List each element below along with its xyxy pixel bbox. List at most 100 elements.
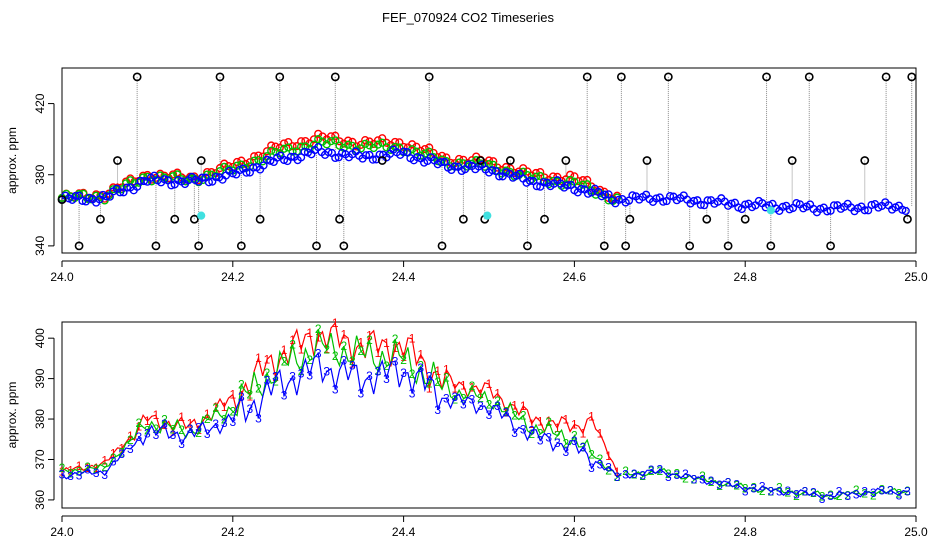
series-marker-1: 1: [563, 413, 570, 427]
scatter-point-black: [561, 156, 571, 165]
series-marker-3: 3: [59, 468, 66, 482]
series-marker-2: 2: [503, 405, 510, 419]
series-marker-3: 3: [417, 361, 424, 375]
scatter-point-green: [309, 140, 319, 149]
series-marker-2: 2: [682, 471, 689, 485]
series-marker-1: 1: [110, 446, 117, 460]
scatter-point-green: [578, 180, 588, 189]
series-marker-2: 2: [597, 452, 604, 466]
scatter-point-green: [412, 147, 421, 156]
scatter-point-blue: [331, 153, 340, 163]
series-marker-1: 1: [580, 426, 587, 440]
scatter-point-red: [331, 131, 340, 140]
scatter-point-blue: [160, 175, 169, 184]
series-marker-1: 1: [605, 449, 612, 463]
scatter-point-red: [297, 137, 306, 146]
scatter-point-blue: [829, 201, 839, 210]
scatter-point-blue: [823, 207, 832, 216]
series-marker-2: 2: [358, 344, 365, 358]
series-marker-2: 2: [853, 483, 860, 497]
scatter-point-red: [224, 161, 233, 171]
series-marker-1: 1: [170, 424, 177, 438]
series-marker-3: 3: [255, 411, 262, 425]
scatter-point-blue: [741, 200, 750, 209]
series-marker-2: 2: [443, 370, 450, 384]
y-tick-label: 380: [33, 409, 47, 429]
series-marker-2: 2: [511, 408, 518, 422]
series-marker-3: 3: [93, 466, 100, 480]
series-marker-2: 2: [469, 379, 476, 393]
series-marker-2: 2: [264, 366, 271, 380]
scatter-point-green: [100, 196, 109, 205]
scatter-point-black: [236, 241, 246, 251]
series-marker-3: 3: [571, 434, 578, 448]
series-marker-3: 3: [247, 402, 254, 416]
scatter-point-blue: [525, 176, 535, 185]
series-marker-3: 3: [785, 484, 792, 498]
scatter-point-blue: [652, 194, 661, 203]
series-marker-3: 3: [537, 433, 544, 447]
series-marker-2: 2: [281, 355, 288, 369]
scatter-point-black: [621, 241, 631, 251]
series-marker-3: 3: [340, 353, 347, 367]
series-marker-2: 2: [204, 412, 211, 426]
series-marker-2: 2: [605, 464, 612, 478]
figure-title: FEF_070924 CO2 Timeseries: [382, 10, 554, 25]
y-axis-label: approx. ppm: [5, 382, 19, 449]
scatter-point-black: [762, 72, 771, 82]
series-marker-3: 3: [665, 470, 672, 484]
scatter-point-blue: [167, 181, 176, 190]
series-marker-3: 3: [289, 370, 296, 384]
series-marker-2: 2: [878, 483, 885, 497]
series-marker-1: 1: [571, 418, 578, 432]
series-marker-2: 2: [136, 416, 143, 430]
series-marker-1: 1: [76, 459, 83, 473]
bottom-panel: 24.0 24.2 24.4 24.6 24.8 25.0 360 370 380 390 400 a…: [5, 316, 928, 539]
series-marker-3: 3: [520, 423, 527, 437]
series-marker-2: 2: [221, 412, 228, 426]
scatter-point-black: [275, 72, 285, 82]
series-marker-3: 3: [545, 430, 552, 444]
scatter-point-red: [284, 137, 293, 147]
series-marker-2: 2: [827, 488, 834, 502]
scatter-point-red: [309, 135, 319, 144]
series-marker-1: 1: [511, 398, 518, 412]
series-marker-2: 2: [289, 338, 296, 352]
series-marker-2: 2: [494, 394, 501, 408]
scatter-point-green: [331, 136, 340, 145]
scatter-point-blue: [577, 184, 586, 194]
scatter-point-red: [408, 140, 417, 149]
series-marker-3: 3: [827, 489, 834, 503]
scatter-point-red: [288, 142, 297, 151]
series-marker-2: 2: [101, 460, 108, 474]
scatter-point-red: [254, 151, 263, 160]
series-marker-3: 3: [836, 485, 843, 499]
y-tick-label: 370: [33, 449, 47, 469]
scatter-point-red: [390, 137, 400, 147]
scatter-point-blue: [860, 206, 869, 215]
series-marker-3: 3: [434, 403, 441, 417]
series-marker-2: 2: [392, 332, 399, 346]
series-marker-1: 1: [520, 399, 527, 413]
scatter-point-black: [663, 72, 673, 82]
series-marker-3: 3: [870, 486, 877, 500]
scatter-point-black: [702, 214, 712, 224]
scatter-point-green: [288, 147, 297, 156]
scatter-point-blue: [601, 190, 610, 199]
scatter-point-blue: [727, 199, 736, 208]
series-marker-3: 3: [221, 416, 228, 430]
scatter-point-green: [365, 141, 374, 150]
series-marker-2: 2: [144, 423, 151, 437]
scatter-point-red: [267, 141, 276, 150]
scatter-point-black: [523, 241, 532, 251]
series-marker-3: 3: [691, 472, 698, 486]
series-marker-3: 3: [511, 426, 518, 440]
scatter-point-blue: [361, 151, 371, 160]
scatter-point-blue: [689, 196, 699, 206]
scatter-point-red: [484, 156, 494, 165]
series-marker-3: 3: [229, 415, 236, 429]
scatter-point-blue: [242, 168, 251, 177]
x-tick-label: 24.4: [392, 525, 416, 539]
scatter-point-blue: [778, 202, 787, 211]
series-marker-3: 3: [144, 426, 151, 440]
